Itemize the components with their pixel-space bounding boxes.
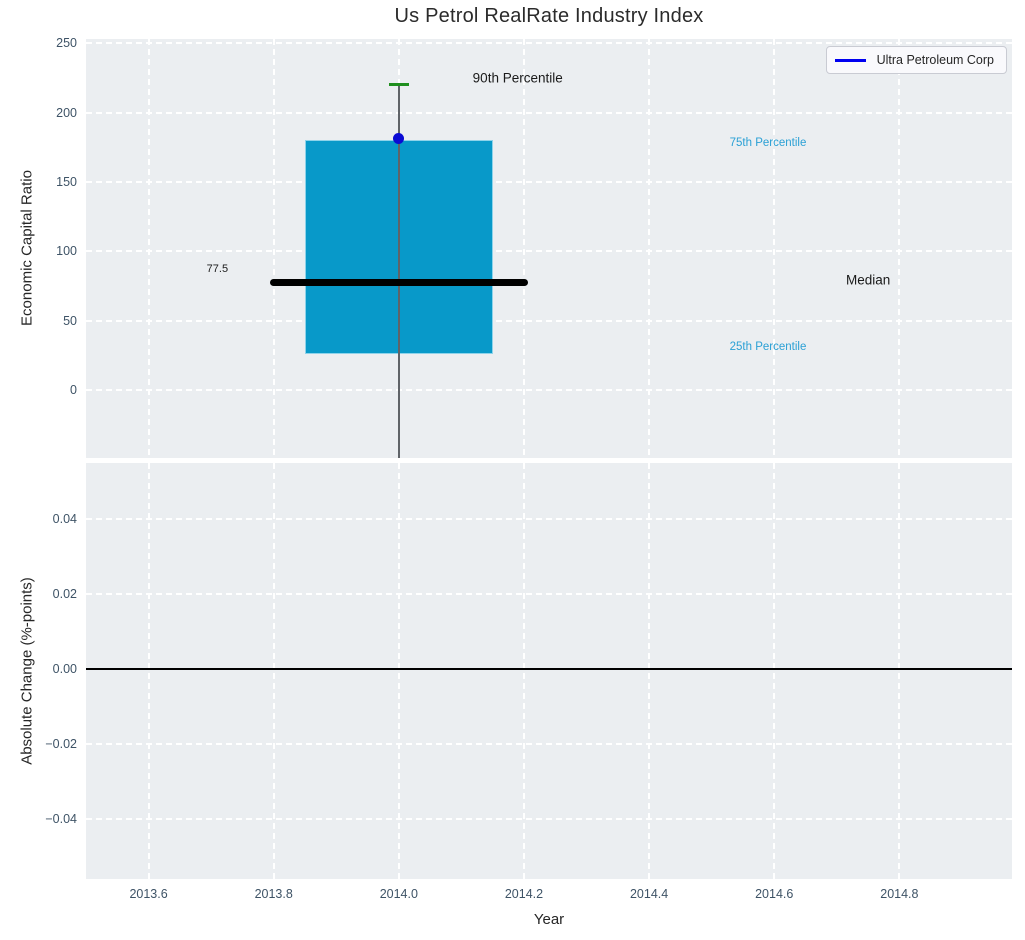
gridline-vertical bbox=[648, 463, 651, 879]
gridline-vertical bbox=[522, 463, 525, 879]
gridline-horizontal bbox=[86, 180, 1012, 183]
x-tick-label: 2014.0 bbox=[379, 887, 418, 901]
y-tick-label: −0.04 bbox=[45, 812, 77, 827]
gridline-vertical bbox=[272, 39, 275, 458]
gridline-vertical bbox=[773, 463, 776, 879]
y-tick-label: 200 bbox=[56, 105, 77, 120]
y-tick-label: −0.02 bbox=[45, 737, 77, 752]
zero-line bbox=[86, 668, 1012, 671]
gridline-horizontal bbox=[86, 319, 1012, 322]
gridline-vertical bbox=[272, 463, 275, 879]
percentile-90-cap bbox=[388, 83, 409, 87]
gridline-vertical bbox=[522, 39, 525, 458]
y-tick-label: 150 bbox=[56, 174, 77, 189]
annotation: Median bbox=[845, 272, 891, 288]
y-tick-label: 100 bbox=[56, 244, 77, 259]
y-tick-label: 0 bbox=[70, 383, 77, 398]
legend-label: Ultra Petroleum Corp bbox=[876, 53, 994, 67]
y-tick-label: 0.02 bbox=[52, 587, 77, 602]
x-tick-label: 2013.6 bbox=[129, 887, 168, 901]
gridline-vertical bbox=[648, 39, 651, 458]
y-tick-label: 50 bbox=[63, 313, 77, 328]
annotation: 25th Percentile bbox=[729, 341, 807, 353]
gridline-vertical bbox=[898, 463, 901, 879]
gridline-horizontal bbox=[86, 518, 1012, 521]
gridline-vertical bbox=[147, 463, 150, 879]
whisker-line bbox=[397, 84, 400, 458]
gridline-horizontal bbox=[86, 250, 1012, 253]
x-axis-label: Year bbox=[533, 911, 565, 928]
y-tick-label: 250 bbox=[56, 36, 77, 51]
gridline-horizontal bbox=[86, 389, 1012, 392]
x-tick-label: 2014.4 bbox=[629, 887, 669, 901]
bottom-axes-plot-area bbox=[86, 463, 1012, 879]
y-tick-label: 0.04 bbox=[52, 512, 77, 527]
gridline-horizontal bbox=[86, 593, 1012, 596]
gridline-vertical bbox=[397, 463, 400, 879]
annotation: 75th Percentile bbox=[729, 137, 807, 150]
company-data-point bbox=[393, 133, 405, 145]
median-line bbox=[269, 278, 528, 286]
gridline-vertical bbox=[147, 39, 150, 458]
gridline-vertical bbox=[898, 39, 901, 458]
gridline-horizontal bbox=[86, 111, 1012, 114]
x-tick-label: 2014.6 bbox=[755, 887, 794, 901]
y-tick-label: 0.00 bbox=[52, 662, 77, 677]
legend-line-icon bbox=[834, 58, 866, 62]
x-tick-label: 2014.8 bbox=[880, 887, 919, 901]
annotation: 77.5 bbox=[206, 263, 229, 276]
gridline-horizontal bbox=[86, 42, 1012, 45]
gridline-horizontal bbox=[86, 743, 1012, 746]
annotation: 90th Percentile bbox=[472, 70, 563, 86]
gridline-vertical bbox=[773, 39, 776, 458]
top-axes-plot-area: Ultra Petroleum Corp 90th Percentile 75th… bbox=[86, 39, 1012, 458]
legend: Ultra Petroleum Corp bbox=[825, 46, 1007, 74]
x-tick-label: 2013.8 bbox=[254, 887, 293, 901]
x-tick-label: 2014.2 bbox=[504, 887, 544, 901]
gridline-horizontal bbox=[86, 818, 1012, 821]
chart-title: Us Petrol RealRate Industry Index bbox=[394, 5, 704, 27]
